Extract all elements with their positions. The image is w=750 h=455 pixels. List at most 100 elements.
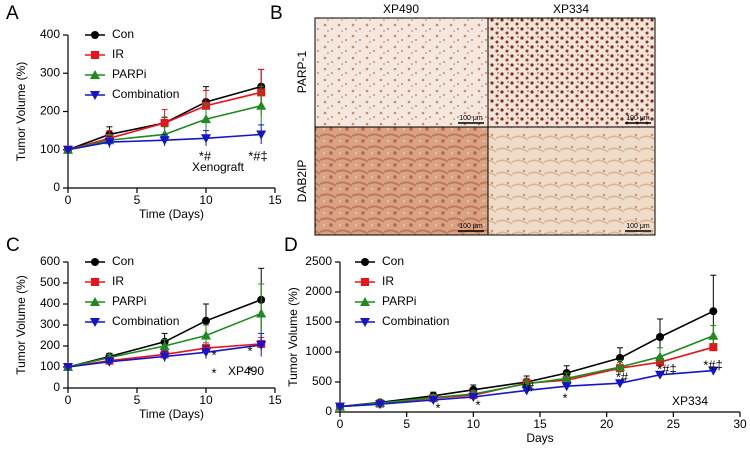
marker (521, 386, 532, 396)
inset-label: XP490 (228, 364, 264, 378)
marker (708, 366, 719, 376)
panel-label: C (6, 235, 20, 256)
legend-label: PARPi (112, 294, 146, 308)
marker (104, 138, 115, 148)
annotation: *#‡ (657, 361, 677, 376)
x-tick-label: 0 (65, 393, 72, 407)
x-tick-label: 5 (134, 393, 141, 407)
marker (256, 100, 267, 110)
x-tick-label: 5 (134, 193, 141, 207)
y-tick-label: 1500 (305, 314, 332, 328)
legend-label: IR (112, 47, 124, 61)
marker (428, 396, 439, 405)
legend-label: Con (112, 27, 134, 41)
legend-label: PARPi (382, 294, 416, 308)
x-tick-label: 15 (268, 193, 282, 207)
column-label: XP334 (553, 2, 589, 16)
y-tick-label: 600 (40, 254, 60, 268)
marker (521, 378, 532, 388)
annotation: *#‡ (248, 148, 268, 163)
annotation: * (247, 343, 252, 358)
scale-label: 100 μm (459, 223, 483, 230)
legend-marker (90, 318, 100, 327)
marker (615, 362, 625, 371)
inset-label: Xenograft (192, 160, 245, 174)
marker (655, 370, 665, 380)
marker (561, 373, 572, 383)
legend-marker (361, 258, 369, 266)
legend-marker (91, 31, 99, 39)
annotation: * (475, 397, 480, 412)
legend-label: Combination (112, 87, 179, 101)
row-label: DAB2IP (295, 160, 309, 203)
marker (615, 379, 625, 389)
marker (201, 330, 211, 340)
column-label: XP490 (383, 2, 419, 16)
legend-marker (90, 297, 100, 306)
x-tick-label: 0 (337, 417, 344, 431)
marker (256, 130, 267, 140)
marker (709, 307, 718, 316)
marker (656, 333, 664, 341)
marker (709, 343, 718, 352)
x-tick-label: 5 (403, 417, 410, 431)
annotation: *#‡ (703, 357, 723, 372)
scale-label: 100 μm (626, 223, 650, 230)
annotation: * (562, 390, 567, 405)
panel-label: A (6, 3, 19, 24)
marker (63, 145, 73, 155)
image (314, 126, 489, 236)
y-tick-label: 100 (40, 142, 60, 156)
marker (375, 400, 385, 410)
x-tick-label: 15 (533, 417, 547, 431)
legend-marker (90, 70, 100, 79)
y-tick-label: 0 (325, 404, 332, 418)
inset-label: XP334 (672, 394, 708, 408)
y-axis-title: Tumor Volume (%) (286, 287, 300, 387)
y-tick-label: 400 (40, 27, 60, 41)
legend-marker (91, 278, 99, 286)
annotation: *# (522, 379, 535, 394)
marker (104, 357, 115, 367)
x-tick-label: 20 (600, 417, 614, 431)
panel-label: B (270, 3, 283, 24)
row-label: PARP-1 (295, 50, 309, 93)
marker (468, 393, 479, 402)
x-tick-label: 10 (199, 393, 213, 407)
annotation: * (211, 365, 216, 380)
y-tick-label: 1000 (305, 344, 332, 358)
y-tick-label: 0 (53, 380, 60, 394)
legend-marker (360, 297, 370, 306)
x-axis-title: Days (526, 431, 553, 445)
y-tick-label: 2500 (305, 254, 332, 268)
legend-marker (91, 258, 99, 266)
y-axis-title: Tumor Volume (%) (14, 62, 28, 162)
marker (201, 114, 211, 124)
annotation: * (247, 363, 252, 378)
image (487, 17, 656, 128)
legend-marker (360, 318, 370, 327)
x-tick-label: 10 (199, 193, 213, 207)
image (314, 17, 489, 128)
x-axis-title: Time (Days) (139, 407, 204, 421)
marker (561, 382, 572, 392)
marker (159, 136, 170, 146)
x-tick-label: 25 (667, 417, 681, 431)
legend-label: Con (112, 254, 134, 268)
scale-label: 100 μm (459, 115, 483, 122)
legend-marker (361, 278, 369, 286)
marker (160, 118, 169, 127)
legend-label: Con (382, 254, 404, 268)
y-tick-label: 300 (40, 317, 60, 331)
legend-label: IR (112, 274, 124, 288)
x-axis-title: Time (Days) (139, 207, 204, 221)
y-tick-label: 0 (53, 180, 60, 194)
y-tick-label: 200 (40, 338, 60, 352)
marker (159, 352, 170, 362)
marker (655, 351, 665, 361)
annotation: * (211, 347, 216, 362)
y-tick-label: 2000 (305, 284, 332, 298)
marker (256, 308, 267, 318)
y-tick-label: 300 (40, 65, 60, 79)
